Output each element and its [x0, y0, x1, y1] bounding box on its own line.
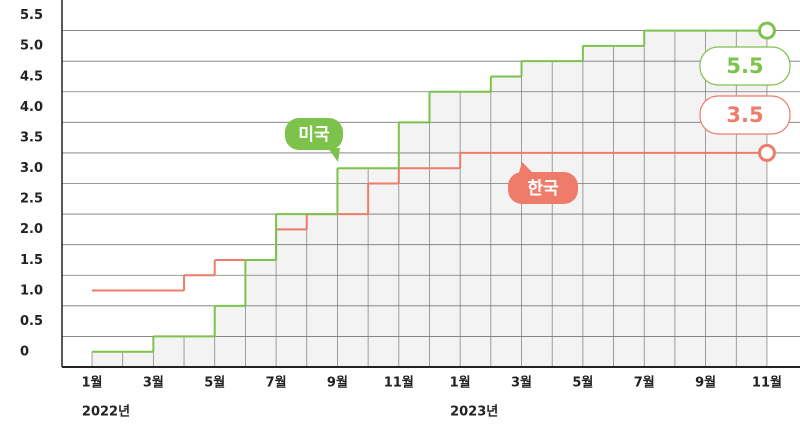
y-tick-label: 3.5: [20, 130, 43, 145]
y-tick-label: 1.5: [20, 253, 43, 268]
y-tick-label: 0: [20, 345, 29, 360]
end-label: 5.5: [726, 54, 763, 78]
x-tick-label: 1월: [81, 375, 102, 391]
x-tick-label: 3월: [143, 375, 164, 391]
x-tick-label: 7월: [266, 375, 287, 391]
y-tick-label: 0.5: [20, 314, 43, 329]
bubble-tail: [328, 148, 340, 162]
y-tick-label: 4.0: [20, 100, 43, 115]
x-tick-label: 7월: [634, 375, 655, 391]
y-tick-label: 4.5: [20, 69, 43, 84]
y-tick-label: 2.0: [20, 222, 43, 237]
legend-label: 미국: [298, 125, 330, 145]
end-label-box: [699, 46, 791, 86]
end-point: [757, 143, 776, 162]
year-label: 2023년: [450, 405, 498, 420]
x-tick-label: 1월: [450, 375, 471, 391]
y-tick-label: 5.5: [20, 8, 43, 23]
end-label-box: [699, 95, 791, 135]
y-tick-label: 1.0: [20, 283, 43, 298]
x-tick-label: 9월: [327, 375, 348, 391]
end-label: 3.5: [726, 103, 763, 127]
year-label: 2022년: [82, 405, 130, 420]
y-tick-label: 5.0: [20, 39, 43, 54]
x-tick-label: 3월: [511, 375, 532, 391]
legend-bubble: [285, 118, 343, 150]
legend-label: 한국: [527, 179, 559, 199]
bubble-tail: [518, 162, 534, 176]
y-tick-label: 2.5: [20, 192, 43, 207]
x-tick-label: 11월: [384, 375, 414, 391]
y-tick-label: 3.0: [20, 161, 43, 176]
end-point: [757, 21, 776, 40]
x-tick-label: 11월: [752, 375, 782, 391]
x-tick-label: 5월: [204, 375, 225, 391]
legend-bubble: [508, 172, 578, 204]
x-tick-label: 9월: [695, 375, 716, 391]
x-tick-label: 5월: [572, 375, 593, 391]
